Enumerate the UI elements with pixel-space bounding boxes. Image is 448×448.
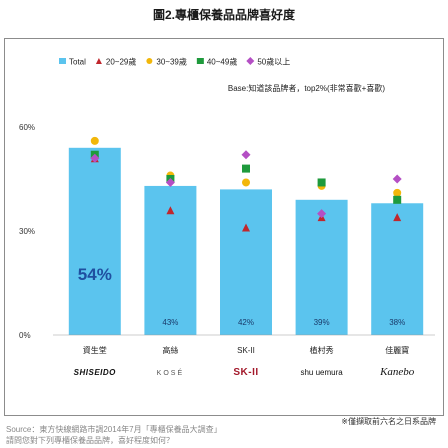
- marker-30-39: [242, 178, 250, 187]
- figure-title: 圖2.專櫃保養品品牌喜好度: [152, 8, 295, 22]
- x-tick-label: SK-II: [237, 346, 255, 355]
- marker-50-plus: [317, 209, 327, 219]
- marker-20-29: [242, 223, 250, 232]
- bar-chart: Total 20~29歲 30~39歲 40~49歲 50歲以上 Base:知道該品牌者，…: [19, 57, 435, 378]
- legend-label: Total: [69, 58, 86, 67]
- brand-logo: Kanebo: [379, 366, 415, 378]
- legend-label: 20~29歲: [106, 57, 136, 67]
- bar: [68, 147, 121, 335]
- y-tick-label: 60%: [19, 123, 35, 132]
- bar-value-label: 43%: [162, 318, 178, 327]
- bar-value-label: 38%: [389, 318, 405, 327]
- source-text: Source：東方快線網路市調2014年7月「專櫃保養品大調查」: [6, 425, 222, 434]
- marker-50-plus: [90, 153, 100, 163]
- chart-frame: Total 20~29歲 30~39歲 40~49歲 50歲以上 Base:知道該品牌者，…: [4, 38, 444, 416]
- marker-50-plus: [241, 150, 251, 160]
- x-tick-label: 佳麗寶: [385, 345, 409, 355]
- brand-logo: SK-II: [233, 367, 258, 378]
- brand-logo: KOSÉ: [157, 368, 184, 377]
- marker-40-49: [393, 195, 402, 204]
- legend-label: 50歲以上: [257, 57, 290, 67]
- bar: [295, 199, 348, 335]
- marker-50-plus: [392, 174, 402, 184]
- bar-value-label: 39%: [314, 318, 330, 327]
- marker-40-49: [242, 164, 250, 173]
- y-tick-label: 0%: [19, 331, 31, 340]
- legend-label: 40~49歲: [207, 57, 237, 67]
- bar-value-label: 42%: [238, 318, 254, 327]
- highlight-value-label: 54%: [78, 265, 112, 284]
- brand-logo: shu uemura: [300, 368, 343, 377]
- bar: [371, 203, 424, 335]
- x-tick-label: 資生堂: [83, 345, 107, 355]
- bar: [220, 189, 272, 335]
- legend-marker: [146, 58, 153, 64]
- survey-question: 請問您對下列專櫃保養品品牌，喜好程度如何？: [6, 436, 174, 445]
- x-tick-label: 植村秀: [310, 345, 334, 355]
- marker-20-29: [393, 213, 402, 222]
- legend-marker: [246, 57, 255, 65]
- legend-marker: [196, 58, 204, 64]
- legend-swatch: [59, 58, 66, 64]
- marker-50-plus: [165, 177, 175, 187]
- marker-20-29: [166, 206, 175, 215]
- legend-label: 30~39歲: [156, 57, 186, 67]
- y-tick-label: 30%: [19, 227, 35, 236]
- base-note: Base:知道該品牌者，top2%(非常喜歡+喜歡): [228, 83, 385, 93]
- marker-40-49: [317, 178, 326, 187]
- marker-30-39: [393, 188, 402, 197]
- x-tick-label: 高絲: [162, 345, 178, 355]
- legend-marker: [95, 58, 102, 64]
- footnote: ※僅擷取前六名之日系品牌: [341, 417, 436, 426]
- brand-logo: SHISEIDO: [74, 368, 117, 377]
- marker-30-39: [90, 136, 99, 145]
